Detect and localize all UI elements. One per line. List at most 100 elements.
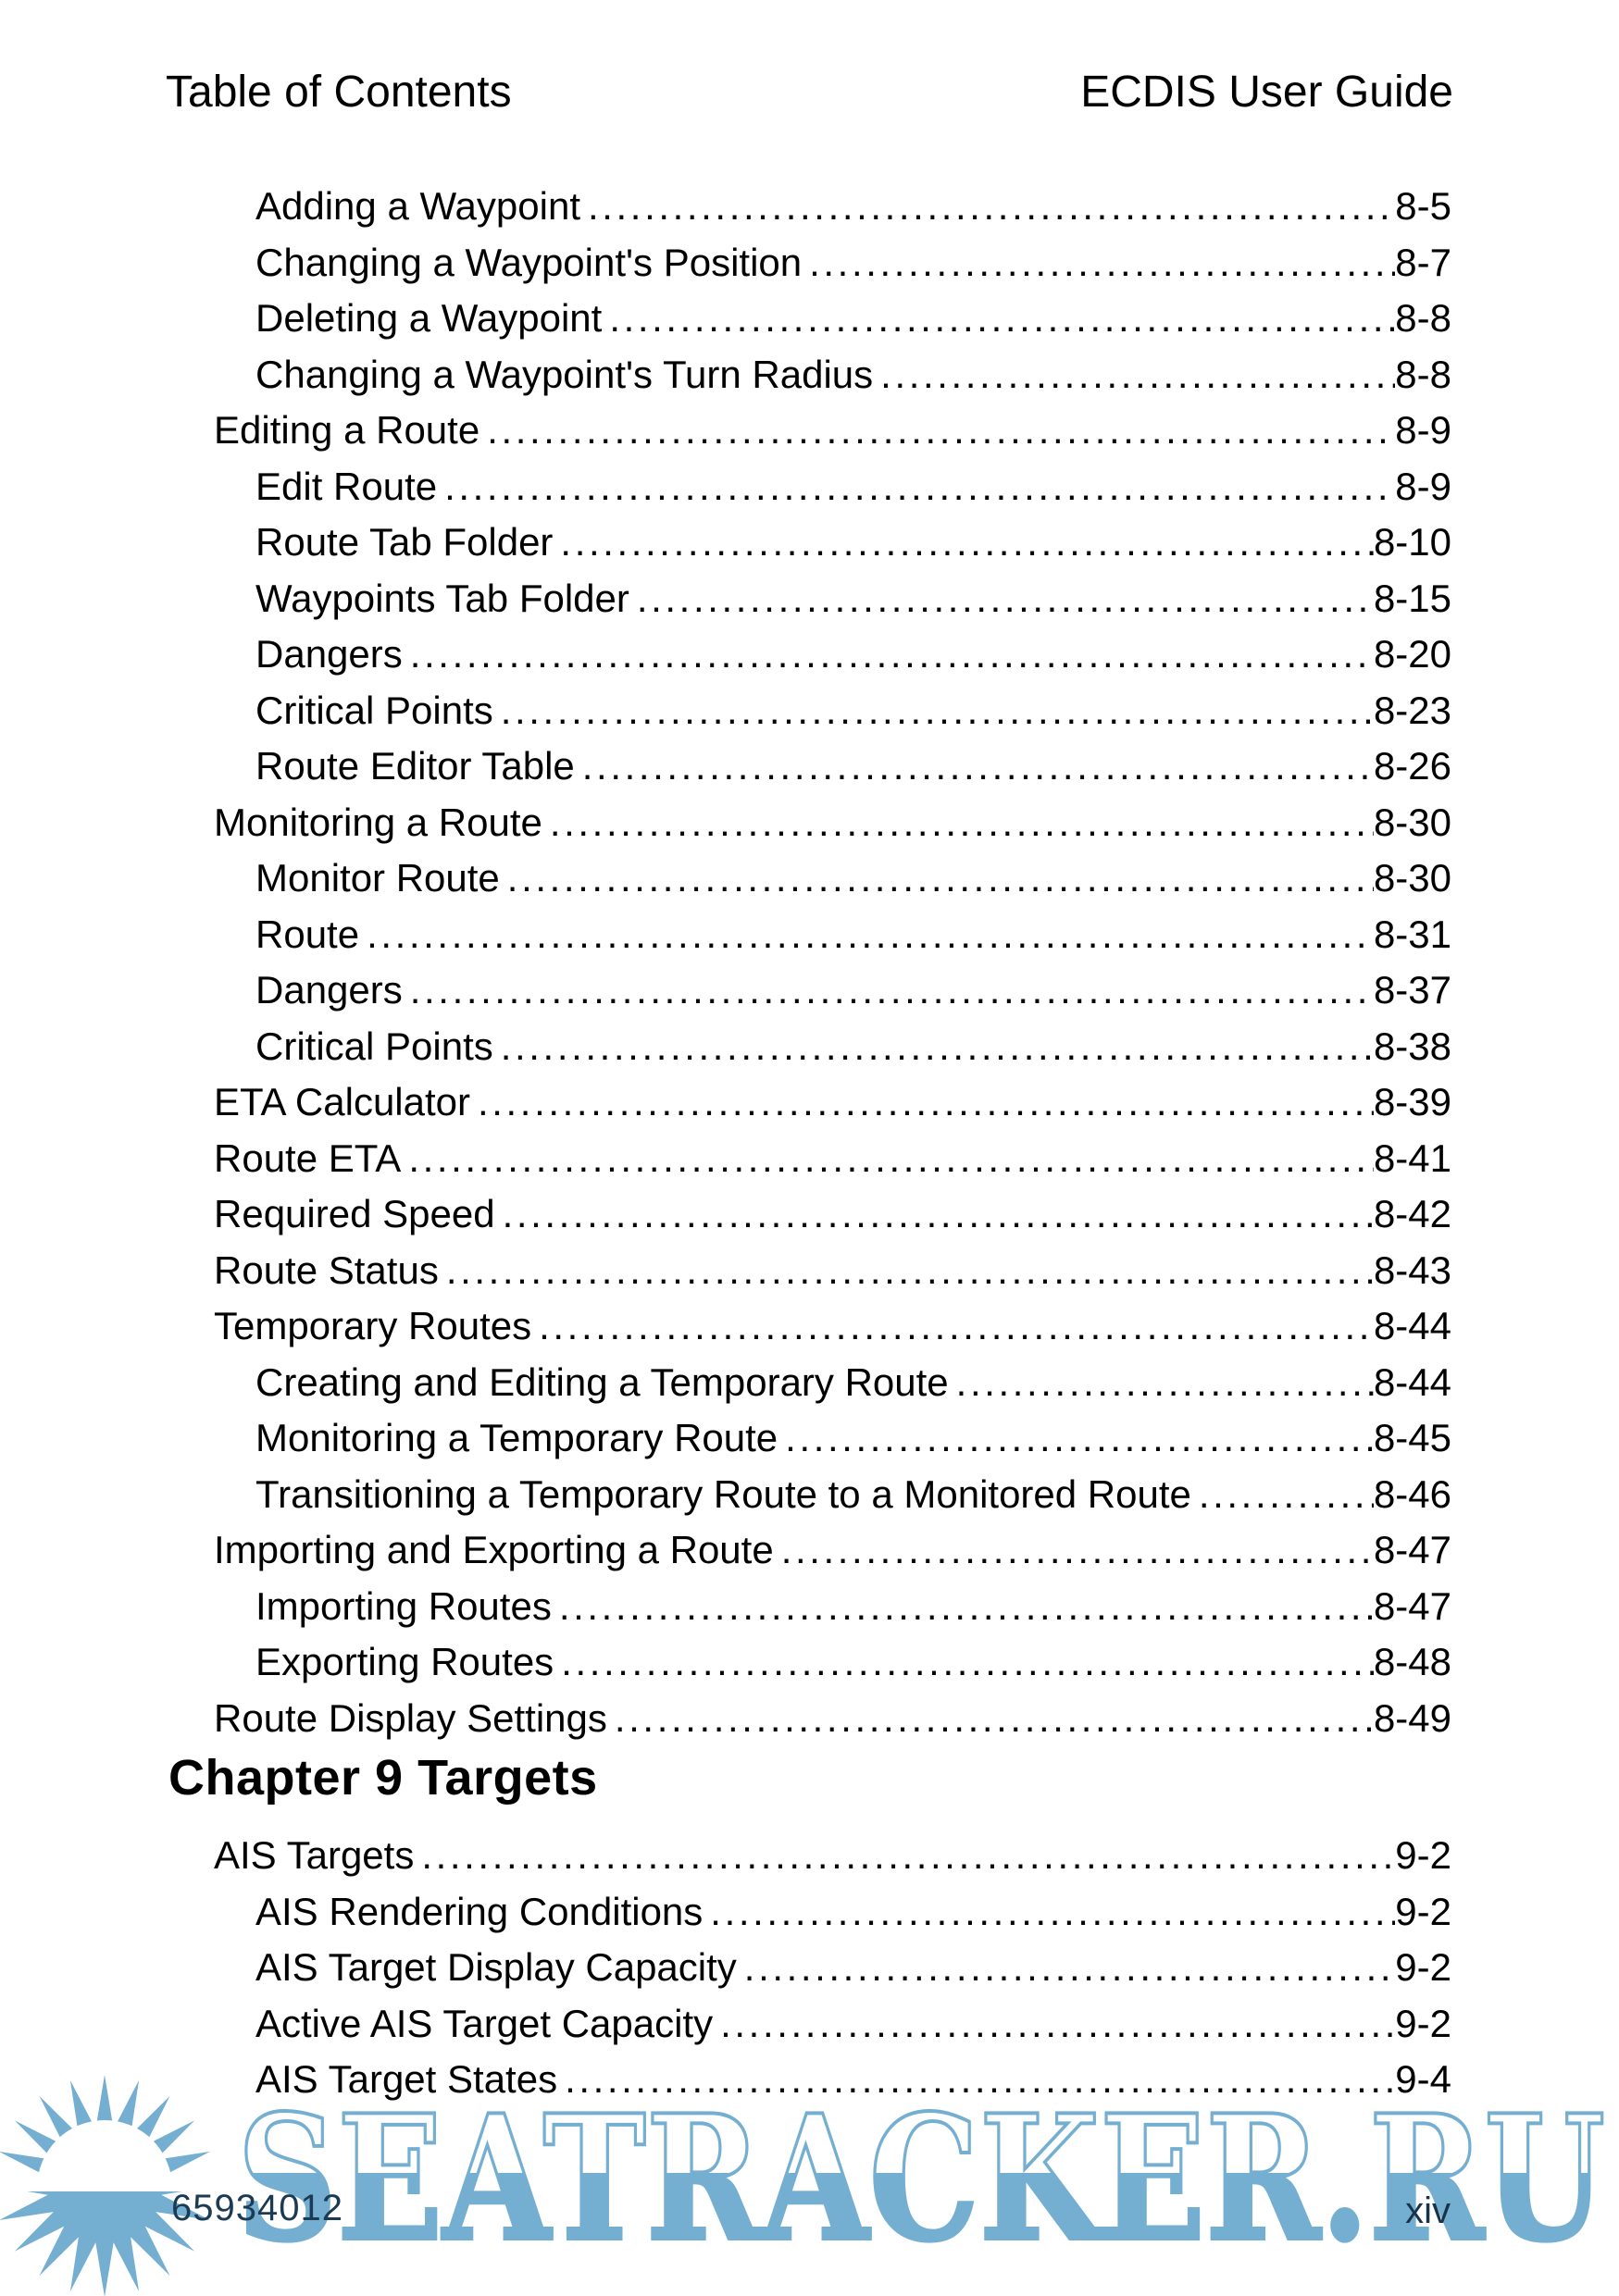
toc-entry-page: 8-45	[1373, 1416, 1451, 1459]
sun-logo	[0, 2075, 218, 2296]
dot-leader: ........................................…	[614, 1695, 1374, 1740]
toc-entry-page: 8-39	[1373, 1080, 1451, 1123]
toc-entry-page: 8-31	[1373, 912, 1451, 956]
toc-entry-page: 8-7	[1395, 240, 1451, 284]
toc-entry: AIS Targets.............................…	[214, 1828, 1451, 1884]
toc-entry-page: 8-9	[1395, 408, 1451, 452]
toc-entry-title: Monitoring a Route	[214, 800, 542, 844]
toc-entry-page: 8-10	[1373, 520, 1451, 564]
toc-entry-page: 8-8	[1395, 296, 1451, 340]
toc-entry-page: 9-4	[1395, 2057, 1451, 2101]
toc-entry: Route ETA...............................…	[214, 1131, 1451, 1187]
toc-entry-title: Importing and Exporting a Route	[214, 1528, 774, 1571]
dot-leader: ........................................…	[409, 632, 1374, 676]
toc-entry: AIS Target Display Capacity.............…	[214, 1940, 1451, 1996]
toc-entry-title: Route Status	[214, 1247, 439, 1292]
toc-entry: Importing and Exporting a Route.........…	[214, 1522, 1451, 1579]
toc-entry: AIS Target States.......................…	[214, 2052, 1451, 2108]
dot-leader: ........................................…	[561, 1640, 1374, 1683]
toc-entry-page: 8-37	[1373, 968, 1451, 1011]
toc-entry-title: Route Tab Folder	[255, 520, 554, 564]
toc-entry: Temporary Routes........................…	[214, 1298, 1451, 1355]
dot-leader: ........................................…	[367, 912, 1374, 956]
toc-entry: Active AIS Target Capacity..............…	[214, 1996, 1451, 2053]
toc-entry-title: Exporting Routes	[255, 1640, 554, 1683]
toc-entry-page: 8-41	[1373, 1136, 1451, 1180]
toc-entry-page: 8-43	[1373, 1247, 1451, 1292]
toc-entry-title: Temporary Routes	[214, 1304, 532, 1347]
dot-leader: ........................................…	[743, 1945, 1396, 1989]
dot-leader: ........................................…	[588, 184, 1395, 228]
toc-entry-page: 8-30	[1373, 800, 1451, 844]
toc-entry: ETA Calculator..........................…	[214, 1074, 1451, 1131]
toc-entry-page: 8-26	[1373, 744, 1451, 788]
toc-entry: Route...................................…	[214, 907, 1451, 963]
toc-entry: Monitoring a Temporary Route............…	[214, 1410, 1451, 1467]
dot-leader: ........................................…	[500, 1024, 1374, 1068]
dot-leader: ........................................…	[581, 744, 1374, 788]
dot-leader: ........................................…	[565, 2057, 1396, 2101]
toc: Adding a Waypoint.......................…	[168, 179, 1451, 2108]
dot-leader: ........................................…	[487, 408, 1395, 452]
toc-entry-page: 8-15	[1373, 576, 1451, 620]
toc-entry: Dangers.................................…	[214, 627, 1451, 683]
page-header: Table of Contents ECDIS User Guide	[166, 70, 1453, 115]
toc-entry-page: 8-46	[1373, 1471, 1451, 1516]
toc-entry-page: 8-30	[1373, 856, 1451, 900]
toc-entry-page: 8-47	[1373, 1583, 1451, 1628]
toc-entry: Dangers.................................…	[214, 962, 1451, 1019]
toc-entry-title: Editing a Route	[214, 408, 480, 452]
dot-leader: ........................................…	[720, 2001, 1396, 2045]
toc-entry-title: Changing a Waypoint's Turn Radius	[255, 352, 874, 396]
dot-leader: ........................................…	[558, 1583, 1374, 1628]
toc-entry: Exporting Routes........................…	[214, 1634, 1451, 1691]
toc-entry: Deleting a Waypoint.....................…	[214, 291, 1451, 347]
toc-entry-title: AIS Target Display Capacity	[255, 1945, 737, 1989]
toc-entry: Creating and Editing a Temporary Route..…	[214, 1355, 1451, 1411]
dot-leader: ........................................…	[785, 1416, 1374, 1459]
chapter-heading: Chapter 9 Targets	[168, 1750, 598, 1806]
toc-entry-title: Edit Route	[255, 464, 438, 508]
toc-entry-title: Route	[255, 912, 360, 956]
toc-entry-title: Dangers	[255, 968, 403, 1011]
dot-leader: ........................................…	[809, 240, 1395, 284]
toc-entry-title: Waypoints Tab Folder	[255, 576, 629, 620]
toc-entry-page: 8-20	[1373, 632, 1451, 676]
watermark: SEATRACKER.RU	[235, 2093, 1607, 2265]
toc-entry-page: 9-2	[1395, 1833, 1451, 1877]
toc-entry: Monitor Route...........................…	[214, 850, 1451, 907]
dot-leader: ........................................…	[502, 1192, 1374, 1235]
toc-entry-page: 8-38	[1373, 1024, 1451, 1068]
toc-entry-page: 8-23	[1373, 688, 1451, 732]
toc-entry: Waypoints Tab Folder....................…	[214, 571, 1451, 627]
dot-leader: ........................................…	[539, 1304, 1374, 1347]
toc-entry: Critical Points.........................…	[214, 1019, 1451, 1075]
toc-entry-title: Route ETA	[214, 1136, 402, 1180]
toc-entry-title: Route Display Settings	[214, 1695, 607, 1740]
toc-entry: Monitoring a Route......................…	[214, 795, 1451, 851]
toc-entry-page: 9-2	[1395, 1945, 1451, 1989]
toc-entry-title: Route Editor Table	[255, 744, 575, 788]
toc-entry-title: Deleting a Waypoint	[255, 296, 603, 340]
dot-leader: ........................................…	[445, 1247, 1374, 1292]
dot-leader: ........................................…	[880, 352, 1396, 396]
toc-entry-page: 8-5	[1395, 184, 1451, 228]
toc-entry-title: Monitor Route	[255, 856, 500, 900]
footer-page-number: xiv	[1405, 2191, 1451, 2231]
dot-leader: ........................................…	[421, 1833, 1395, 1877]
toc-entry: Required Speed..........................…	[214, 1186, 1451, 1243]
toc-entry-title: Required Speed	[214, 1192, 495, 1235]
toc-entry-title: Creating and Editing a Temporary Route	[255, 1359, 949, 1404]
dot-leader: ........................................…	[408, 1136, 1374, 1180]
header-left: Table of Contents	[166, 68, 512, 117]
dot-leader: ........................................…	[500, 688, 1374, 732]
toc-entry: Route Status............................…	[214, 1243, 1451, 1299]
header-right: ECDIS User Guide	[1080, 68, 1453, 117]
toc-entry: Changing a Waypoint's Position..........…	[214, 235, 1451, 292]
dot-leader: ........................................…	[710, 1889, 1396, 1933]
toc-entry-title: Critical Points	[255, 1024, 493, 1068]
dot-leader: ........................................…	[955, 1359, 1374, 1404]
toc-entry-title: Active AIS Target Capacity	[255, 2001, 714, 2045]
toc-entry-title: Monitoring a Temporary Route	[255, 1416, 778, 1459]
dot-leader: ........................................…	[560, 520, 1374, 564]
